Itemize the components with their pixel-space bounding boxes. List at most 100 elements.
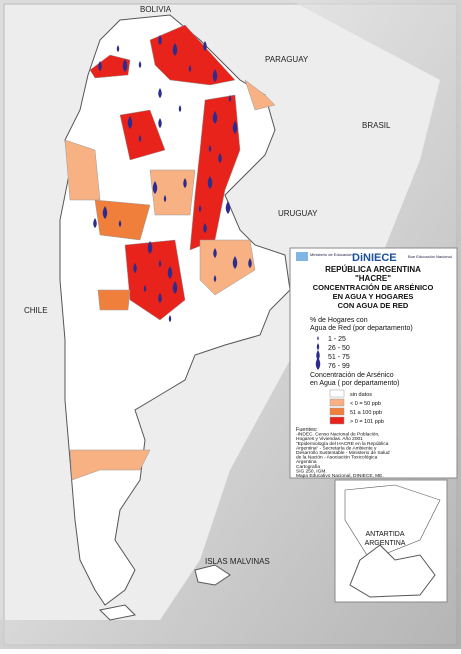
drop bbox=[232, 256, 238, 270]
place-label: URUGUAY bbox=[278, 209, 318, 218]
drop bbox=[213, 275, 217, 283]
drops bbox=[93, 35, 252, 323]
drop bbox=[315, 357, 321, 371]
drop bbox=[188, 65, 192, 73]
source-line: Argentina bbox=[296, 459, 317, 465]
drop bbox=[158, 118, 162, 129]
drop bbox=[116, 45, 120, 53]
legend-swatch bbox=[329, 398, 345, 407]
drop bbox=[317, 336, 319, 341]
regions bbox=[64, 24, 276, 481]
drop bbox=[203, 223, 207, 234]
drop bbox=[213, 248, 217, 259]
legend-subtitle: Concentración de Arsénico bbox=[310, 372, 394, 379]
inset-label: ARGENTINA bbox=[365, 540, 406, 547]
antarctica bbox=[349, 544, 436, 598]
legend-swatch bbox=[329, 389, 345, 398]
legend-label: sin datos bbox=[350, 392, 372, 398]
logo-text: Ministerio de Educación bbox=[310, 252, 352, 257]
drop bbox=[158, 293, 162, 304]
drop bbox=[248, 258, 252, 269]
region bbox=[94, 199, 151, 241]
legend-label: 51 a 100 ppb bbox=[350, 410, 382, 416]
drop bbox=[158, 260, 162, 268]
legend-title: CONCENTRACIÓN DE ARSÉNICO bbox=[313, 283, 434, 292]
logo-text: Bue Educación Nacional bbox=[408, 254, 452, 259]
source-line: "Epidemiología del HACRE en la República bbox=[296, 441, 389, 447]
source-line: SIG 250, IGM. bbox=[296, 468, 327, 474]
legend-subtitle: % de Hogares con bbox=[310, 317, 368, 324]
legend-title: EN AGUA Y HOGARES bbox=[333, 292, 414, 301]
legend-subtitle: Agua de Red (por departamento) bbox=[310, 325, 413, 332]
legend-label: < 0 = 50 ppb bbox=[350, 401, 381, 407]
drop bbox=[158, 88, 162, 99]
source-line: Cartografía bbox=[296, 464, 320, 470]
source-line: Fuentes: bbox=[296, 427, 318, 433]
legend-label: 51 - 75 bbox=[328, 354, 350, 361]
drop bbox=[152, 181, 158, 195]
place-label: CHILE bbox=[24, 306, 48, 315]
region bbox=[149, 169, 196, 216]
drop bbox=[198, 205, 202, 213]
legend-label: > 0 = 101 ppb bbox=[350, 419, 384, 425]
legend-label: 1 - 25 bbox=[328, 336, 346, 343]
region bbox=[89, 54, 131, 79]
drop bbox=[178, 105, 182, 113]
drop bbox=[98, 61, 102, 72]
drop bbox=[316, 350, 320, 361]
drop bbox=[168, 315, 172, 323]
place-label: ISLAS MALVINAS bbox=[205, 557, 270, 566]
legend-title: CON AGUA DE RED bbox=[338, 301, 409, 310]
tierra-del-fuego bbox=[98, 604, 137, 621]
region bbox=[97, 289, 131, 311]
source-line: Desarrollo Sustentable - Ministerio de S… bbox=[296, 450, 390, 456]
drop bbox=[172, 43, 178, 57]
drop bbox=[208, 145, 212, 153]
drop bbox=[172, 281, 178, 295]
legend-label: 26 - 50 bbox=[328, 345, 350, 352]
region bbox=[69, 449, 151, 481]
drop bbox=[158, 35, 162, 46]
logo-text: DiNIECE bbox=[352, 252, 397, 264]
region bbox=[244, 79, 276, 111]
drop bbox=[316, 343, 320, 351]
source-line: Argentina" - Secretaría de Ambiente y bbox=[296, 445, 377, 451]
drop bbox=[102, 206, 108, 220]
legend-swatch bbox=[329, 416, 345, 425]
drop bbox=[207, 176, 213, 190]
region bbox=[64, 139, 101, 201]
drop bbox=[183, 178, 187, 189]
legend-title: "HACRE" bbox=[355, 274, 391, 283]
source-line: Mapa Educativo Nacional, DINIECE, ME. bbox=[296, 473, 384, 479]
legend-title: REPÚBLICA ARGENTINA bbox=[325, 265, 421, 274]
malvinas bbox=[194, 564, 231, 586]
source-line: -INDEC. Censo Nacional de Población, bbox=[296, 432, 379, 438]
source-line: Hogares y Viviendas. Año 2001 bbox=[296, 436, 363, 442]
legend: Ministerio de Educación DiNIECE Bue Educac… bbox=[296, 252, 452, 479]
logo-flag bbox=[296, 252, 308, 261]
drop bbox=[143, 285, 147, 293]
legend-label: 76 - 99 bbox=[328, 363, 350, 370]
place-label: BOLIVIA bbox=[140, 5, 172, 14]
drop bbox=[93, 218, 97, 229]
drop bbox=[138, 135, 142, 143]
drop bbox=[122, 59, 128, 73]
drop bbox=[163, 195, 167, 203]
drop bbox=[118, 220, 122, 228]
drop bbox=[228, 95, 232, 103]
drop bbox=[138, 61, 142, 69]
region bbox=[149, 24, 236, 86]
inset-label: ANTARTIDA bbox=[365, 531, 404, 538]
drop bbox=[133, 263, 137, 274]
legend-swatch bbox=[329, 407, 345, 416]
drop bbox=[232, 121, 238, 135]
drop bbox=[167, 266, 173, 280]
source-line: de la Nación - Asociación Toxicológica bbox=[296, 455, 378, 461]
drop bbox=[212, 111, 218, 125]
drop bbox=[147, 241, 153, 255]
drop bbox=[203, 41, 207, 52]
drop bbox=[218, 153, 222, 164]
drop bbox=[212, 69, 218, 83]
place-label: BRASIL bbox=[362, 121, 391, 130]
